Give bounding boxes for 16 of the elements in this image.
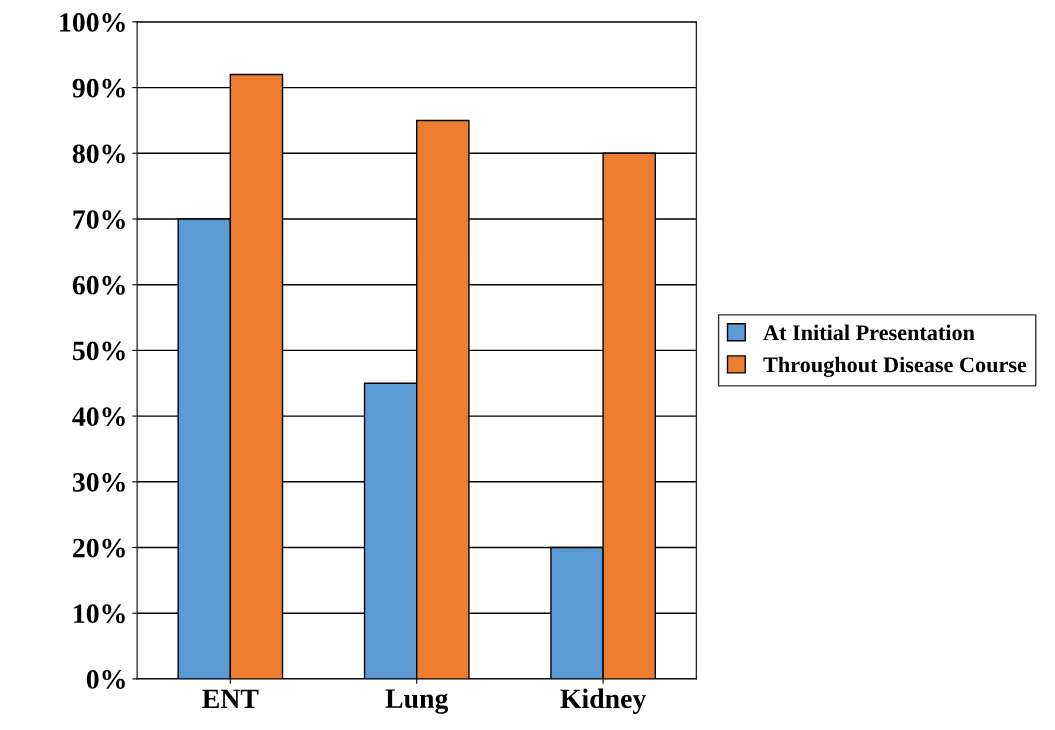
y-tick-label: 20%	[73, 538, 125, 558]
legend-label: At Initial Presentation	[763, 324, 975, 341]
y-tick-label: 80%	[72, 144, 125, 164]
y-tick-label: 90%	[72, 78, 125, 98]
y-tick-label: 40%	[72, 407, 125, 427]
y-tick-label: 100%	[60, 13, 125, 32]
y-tick-label: 50%	[72, 341, 125, 361]
y-tick-label: 70%	[73, 210, 125, 229]
x-tick-label: Kidney	[560, 688, 647, 714]
y-tick-label: 10%	[74, 604, 125, 624]
y-tick-label: 60%	[72, 275, 125, 295]
y-tick-label: 30%	[72, 472, 125, 492]
legend-label: Throughout Disease Course	[763, 356, 1027, 377]
x-tick-label: Lung	[385, 689, 449, 714]
x-tick-label: ENT	[202, 689, 259, 708]
y-tick-label: 0%	[86, 670, 125, 689]
